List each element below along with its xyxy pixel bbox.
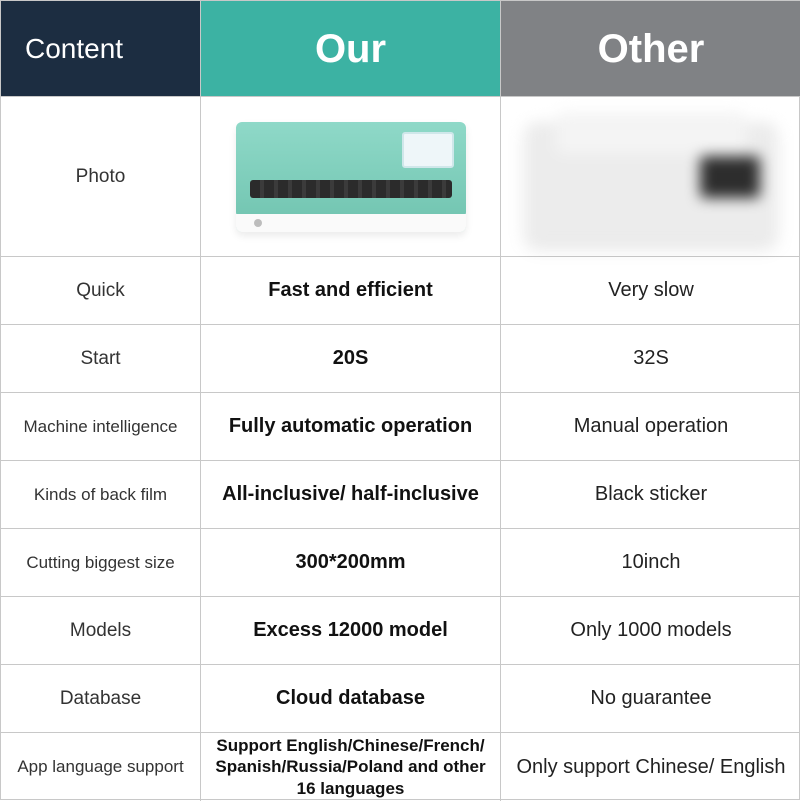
row-other: Only 1000 models (501, 597, 800, 664)
row-our: 300*200mm (201, 529, 501, 596)
header-row: Content Our Other (1, 1, 799, 97)
our-product-image (236, 122, 466, 232)
row-our: Cloud database (201, 665, 501, 732)
photo-row: Photo (1, 97, 799, 257)
header-other: Other (501, 1, 800, 96)
row-our: Fast and efficient (201, 257, 501, 324)
row-other: Only support Chinese/ English (501, 733, 800, 801)
table-row: Cutting biggest size300*200mm10inch (1, 529, 799, 597)
row-our: Fully automatic operation (201, 393, 501, 460)
row-other: 32S (501, 325, 800, 392)
row-our: Support English/Chinese/French/ Spanish/… (201, 733, 501, 801)
photo-label: Photo (1, 97, 201, 256)
header-content: Content (1, 1, 201, 96)
row-label: Quick (1, 257, 201, 324)
row-our: 20S (201, 325, 501, 392)
row-our: All-inclusive/ half-inclusive (201, 461, 501, 528)
row-other: 10inch (501, 529, 800, 596)
row-other: Black sticker (501, 461, 800, 528)
row-label: App language support (1, 733, 201, 801)
other-product-image (526, 112, 776, 242)
row-label: Machine intelligence (1, 393, 201, 460)
header-our: Our (201, 1, 501, 96)
row-other: No guarantee (501, 665, 800, 732)
row-label: Database (1, 665, 201, 732)
photo-other-cell (501, 97, 800, 256)
table-row: Start20S32S (1, 325, 799, 393)
row-other: Very slow (501, 257, 800, 324)
table-row: DatabaseCloud databaseNo guarantee (1, 665, 799, 733)
row-label: Models (1, 597, 201, 664)
table-row: QuickFast and efficientVery slow (1, 257, 799, 325)
photo-our-cell (201, 97, 501, 256)
photo-label-text: Photo (76, 165, 126, 189)
table-row: ModelsExcess 12000 modelOnly 1000 models (1, 597, 799, 665)
header-our-text: Our (315, 24, 386, 74)
comparison-table: Content Our Other Photo (0, 0, 800, 800)
table-row: App language supportSupport English/Chin… (1, 733, 799, 801)
row-label: Start (1, 325, 201, 392)
header-content-text: Content (25, 31, 123, 66)
table-row: Kinds of back filmAll-inclusive/ half-in… (1, 461, 799, 529)
table-row: Machine intelligenceFully automatic oper… (1, 393, 799, 461)
row-label: Kinds of back film (1, 461, 201, 528)
row-our: Excess 12000 model (201, 597, 501, 664)
row-other: Manual operation (501, 393, 800, 460)
row-label: Cutting biggest size (1, 529, 201, 596)
header-other-text: Other (598, 24, 705, 74)
